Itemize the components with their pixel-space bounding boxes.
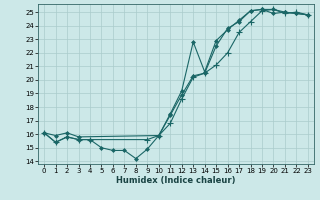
X-axis label: Humidex (Indice chaleur): Humidex (Indice chaleur) [116, 176, 236, 185]
